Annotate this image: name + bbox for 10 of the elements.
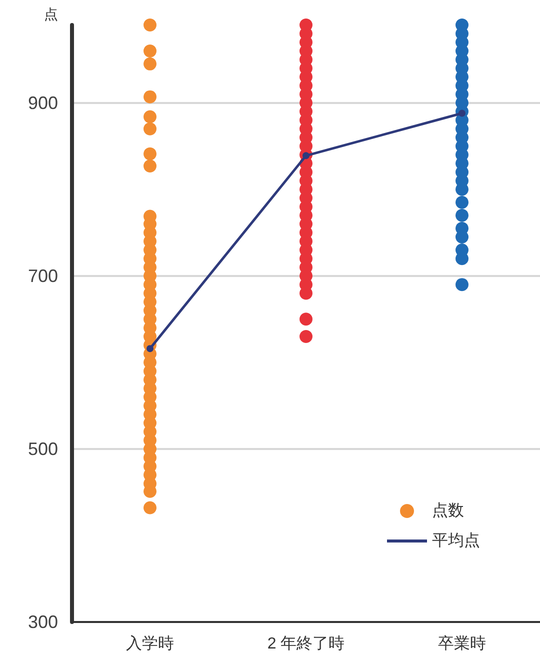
legend-label: 点数 [432, 502, 464, 520]
x-tick-label: 卒業時 [438, 634, 486, 652]
y-tick-label: 700 [28, 266, 58, 286]
y-tick-label: 900 [28, 92, 58, 113]
legend-label: 平均点 [432, 532, 480, 550]
x-tick-label: 2 年終了時 [267, 634, 345, 652]
x-tick-label: 入学時 [126, 634, 174, 652]
y-tick-label: 300 [28, 612, 58, 632]
y-axis-title: 点 [44, 6, 58, 22]
y-tick-label: 500 [28, 438, 58, 459]
